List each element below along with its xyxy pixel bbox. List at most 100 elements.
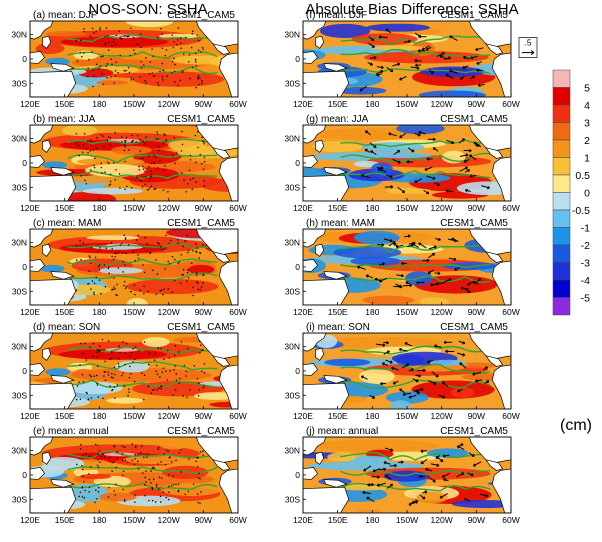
x-tick-label: 60W [502, 411, 519, 421]
x-tick-label: 120E [20, 515, 40, 525]
x-tick-label: 180 [92, 99, 106, 109]
x-tick-label: 120W [431, 203, 453, 213]
colorbar-swatch [552, 157, 571, 176]
x-tick-label: 180 [365, 307, 379, 317]
colorbar-label: 1 [584, 153, 590, 165]
panel-model: CESM1_CAM5 [167, 426, 235, 437]
y-tick-label: 0 [22, 470, 27, 480]
panel-model: CESM1_CAM5 [167, 10, 235, 21]
x-tick-label: 150W [123, 515, 145, 525]
colorbar-swatch [552, 262, 571, 281]
x-tick-label: 120W [158, 411, 180, 421]
x-tick-label: 90W [195, 515, 212, 525]
x-tick-label: 60W [502, 307, 519, 317]
x-tick-label: 150W [123, 307, 145, 317]
x-tick-label: 150W [396, 411, 418, 421]
x-tick-label: 60W [229, 411, 246, 421]
y-tick-label: 30N [11, 30, 27, 40]
x-tick-label: 150W [123, 99, 145, 109]
x-tick-label: 150E [55, 411, 75, 421]
left-column-title: NOS-SON: SSHA [88, 1, 207, 18]
x-tick-label: 150W [123, 203, 145, 213]
x-tick-label: 150E [328, 307, 348, 317]
colorbar-unit: (cm) [560, 417, 592, 434]
y-tick-label: 30N [11, 446, 27, 456]
y-tick-label: 30S [12, 390, 27, 400]
x-tick-label: 90W [468, 203, 485, 213]
colorbar-swatch [552, 122, 571, 141]
right-column-title: Absolute Bias Difference: SSHA [305, 1, 518, 18]
panel-model: CESM1_CAM5 [167, 218, 235, 229]
y-tick-label: 30S [285, 494, 300, 504]
x-tick-label: 180 [92, 307, 106, 317]
x-tick-label: 150E [55, 203, 75, 213]
colorbar-label: 5 [584, 83, 590, 95]
colorbar-label: -4 [581, 275, 590, 287]
y-tick-label: 30N [11, 238, 27, 248]
x-tick-label: 120E [293, 99, 313, 109]
panel-label: (a) mean: DJF [33, 10, 97, 21]
y-tick-label: 0 [295, 158, 300, 168]
x-tick-label: 60W [502, 99, 519, 109]
x-tick-label: 60W [229, 307, 246, 317]
x-tick-label: 150W [396, 307, 418, 317]
colorbar-swatch [552, 209, 571, 228]
x-tick-label: 90W [468, 99, 485, 109]
colorbar-swatch [552, 174, 571, 193]
panel-model: CESM1_CAM5 [440, 426, 508, 437]
x-tick-label: 180 [365, 515, 379, 525]
x-tick-label: 120E [20, 307, 40, 317]
colorbar-label: 0 [584, 188, 590, 200]
x-tick-label: 60W [502, 203, 519, 213]
x-tick-label: 120E [20, 99, 40, 109]
map-panel: (g) mean: JJA CESM1_CAM5 30N 0 30S 120E 150E 18… [284, 114, 519, 213]
y-tick-label: 0 [22, 54, 27, 64]
x-tick-label: 180 [365, 203, 379, 213]
colorbar-label: -5 [581, 293, 590, 305]
y-tick-label: 0 [22, 366, 27, 376]
x-tick-label: 150E [55, 307, 75, 317]
y-tick-label: 30N [284, 30, 300, 40]
y-tick-label: 30N [284, 446, 300, 456]
map-panel: (h) mean: MAM CESM1_CAM5 30N 0 30S 120E 150E 18… [284, 218, 519, 317]
colorbar-swatch [552, 227, 571, 246]
map-panel: (a) mean: DJF CESM1_CAM5 30N 0 30S 120E 150E 18… [11, 10, 246, 109]
y-tick-label: 30S [285, 390, 300, 400]
x-tick-label: 120E [293, 203, 313, 213]
y-tick-label: 0 [295, 54, 300, 64]
colorbar-label: 2 [584, 135, 590, 147]
y-tick-label: 30N [11, 342, 27, 352]
colorbar-label: 4 [584, 100, 590, 112]
map-panel: (b) mean: JJA CESM1_CAM5 30N 0 30S 120E 150E 18… [11, 114, 246, 213]
x-tick-label: 120W [431, 307, 453, 317]
panel-label: (c) mean: MAM [33, 218, 101, 229]
panel-model: CESM1_CAM5 [440, 10, 508, 21]
panel-model: CESM1_CAM5 [440, 218, 508, 229]
y-tick-label: 0 [295, 470, 300, 480]
y-tick-label: 30S [285, 286, 300, 296]
y-tick-label: 30N [284, 134, 300, 144]
panel-label: (e) mean: annual [33, 426, 109, 437]
panel-model: CESM1_CAM5 [440, 322, 508, 333]
panel-label: (d) mean: SON [33, 322, 100, 333]
y-tick-label: 30S [12, 78, 27, 88]
x-tick-label: 120W [431, 515, 453, 525]
x-tick-label: 120W [158, 203, 180, 213]
x-tick-label: 150W [396, 203, 418, 213]
x-tick-label: 90W [468, 515, 485, 525]
colorbar-label: 0.5 [575, 170, 590, 182]
colorbar-label: -1 [581, 223, 590, 235]
colorbar-label: -0.5 [572, 205, 590, 217]
map-panel: (e) mean: annual CESM1_CAM5 30N 0 30S 120E 150… [11, 426, 246, 525]
x-tick-label: 90W [195, 307, 212, 317]
map-panel: (d) mean: SON CESM1_CAM5 30N 0 30S 120E 150E 18… [11, 322, 246, 421]
colorbar-swatch [552, 297, 571, 316]
map-panel: (j) mean: annual CESM1_CAM5 30N 0 30S 120E 150… [284, 426, 519, 525]
x-tick-label: 150E [328, 203, 348, 213]
x-tick-label: 90W [468, 411, 485, 421]
x-tick-label: 120E [20, 411, 40, 421]
panel-label: (b) mean: JJA [33, 114, 96, 125]
panels: (a) mean: DJF CESM1_CAM5 30N 0 30S 120E 150E 18… [11, 10, 538, 525]
x-tick-label: 120E [293, 411, 313, 421]
panel-model: CESM1_CAM5 [440, 114, 508, 125]
